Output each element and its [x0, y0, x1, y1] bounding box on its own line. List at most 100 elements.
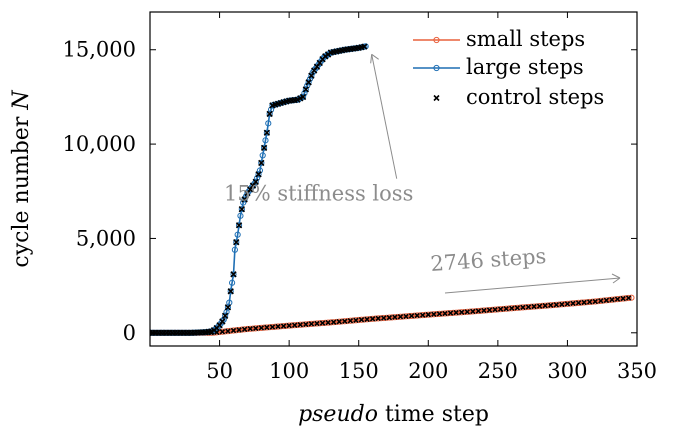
large-steps-marker [231, 246, 238, 253]
control-step-marker [564, 301, 571, 307]
series-group [150, 43, 635, 336]
large-steps-marker [255, 171, 262, 178]
control-step-marker [559, 301, 565, 308]
control-step-marker [609, 296, 615, 303]
x-axis-label: pseudo time step [298, 402, 489, 427]
large-steps-marker [308, 72, 315, 79]
control-step-marker [263, 129, 271, 136]
control-step-marker [386, 314, 393, 321]
control-step-marker [314, 320, 320, 327]
large-steps-marker [227, 288, 234, 295]
large-steps-marker [233, 239, 240, 246]
control-step-marker [369, 316, 376, 322]
control-step-marker [397, 313, 404, 320]
control-step-marker [347, 317, 354, 324]
large-steps-marker [234, 231, 241, 238]
control-step-marker [625, 295, 632, 301]
control-step-marker [531, 303, 537, 310]
control-step-marker [470, 308, 476, 315]
control-step-marker [481, 307, 487, 314]
large-steps-marker [263, 129, 270, 136]
control-step-marker [230, 271, 237, 278]
control-step-marker [219, 328, 226, 335]
control-step-marker [447, 310, 454, 316]
y-tick-label: 10,000 [63, 132, 136, 156]
control-step-marker [536, 303, 543, 309]
large-steps-marker [299, 93, 307, 101]
control-step-marker [458, 309, 465, 316]
control-step-marker [408, 313, 415, 319]
annotation-arrow-stiffness [371, 54, 398, 179]
control-step-marker [286, 322, 292, 329]
control-step-marker [425, 311, 432, 318]
control-step-marker [553, 302, 560, 308]
y-axis-label: cycle number N [9, 90, 34, 268]
control-step-marker [581, 299, 587, 306]
annotation-arrowhead-stiffness [370, 53, 379, 64]
y-tick-label: 5,000 [76, 226, 136, 250]
control-step-marker [414, 312, 420, 319]
control-step-marker [252, 178, 259, 185]
control-step-marker [453, 309, 459, 316]
control-step-marker [252, 325, 259, 332]
large-steps-marker [252, 178, 259, 185]
control-step-marker [236, 327, 242, 333]
control-step-marker [291, 322, 298, 328]
control-step-marker [442, 310, 448, 317]
control-step-marker [275, 323, 281, 330]
x-tick-label: 250 [478, 359, 518, 383]
control-step-marker [224, 304, 232, 311]
control-step-marker [353, 317, 359, 324]
control-step-marker [302, 86, 310, 93]
control-step-marker [598, 298, 604, 304]
control-step-marker [403, 313, 409, 320]
control-step-marker [299, 93, 307, 101]
control-step-marker [219, 318, 226, 325]
y-tick-label: 0 [123, 321, 136, 345]
control-step-marker [308, 72, 315, 79]
control-step-marker [330, 319, 337, 325]
large-steps-marker [238, 206, 245, 213]
control-step-marker [230, 327, 237, 334]
legend-control-marker [433, 94, 440, 102]
large-steps-marker [302, 86, 309, 93]
large-steps-marker [260, 144, 268, 151]
x-tick-label: 50 [206, 359, 233, 383]
control-step-marker [225, 328, 231, 334]
control-step-marker [570, 300, 576, 307]
plot-frame [149, 11, 638, 347]
control-step-marker [542, 302, 548, 309]
control-step-marker [497, 306, 504, 312]
control-step-marker [503, 305, 509, 312]
control-step-marker [325, 319, 331, 326]
control-step-marker [392, 314, 398, 320]
control-step-marker [431, 311, 437, 318]
control-step-marker [269, 324, 276, 330]
control-step-marker [235, 222, 243, 229]
large-steps-marker [265, 120, 272, 127]
large-steps-marker [305, 79, 312, 86]
control-step-marker [221, 312, 229, 319]
control-step-marker [614, 296, 621, 302]
control-step-marker [342, 318, 348, 324]
legend-small-marker [433, 36, 440, 44]
control-step-marker [258, 325, 265, 331]
control-step-marker [436, 311, 443, 317]
x-tick-label: 100 [269, 359, 309, 383]
control-step-marker [233, 239, 240, 246]
control-step-marker [547, 302, 554, 309]
control-step-marker [380, 315, 387, 321]
large-steps-marker [228, 279, 236, 286]
control-step-marker [575, 300, 582, 306]
large-steps-marker [262, 137, 269, 144]
x-tick-label: 300 [547, 359, 587, 383]
control-step-marker [492, 306, 498, 313]
large-steps-marker [258, 159, 265, 167]
control-step-marker [260, 144, 268, 152]
control-step-marker [419, 312, 426, 318]
legend-large-label: large steps [466, 55, 584, 79]
legend: small steps large steps control steps [413, 27, 604, 109]
control-step-marker [266, 110, 273, 118]
legend-large-marker [433, 64, 440, 72]
large-steps-marker [266, 110, 273, 117]
